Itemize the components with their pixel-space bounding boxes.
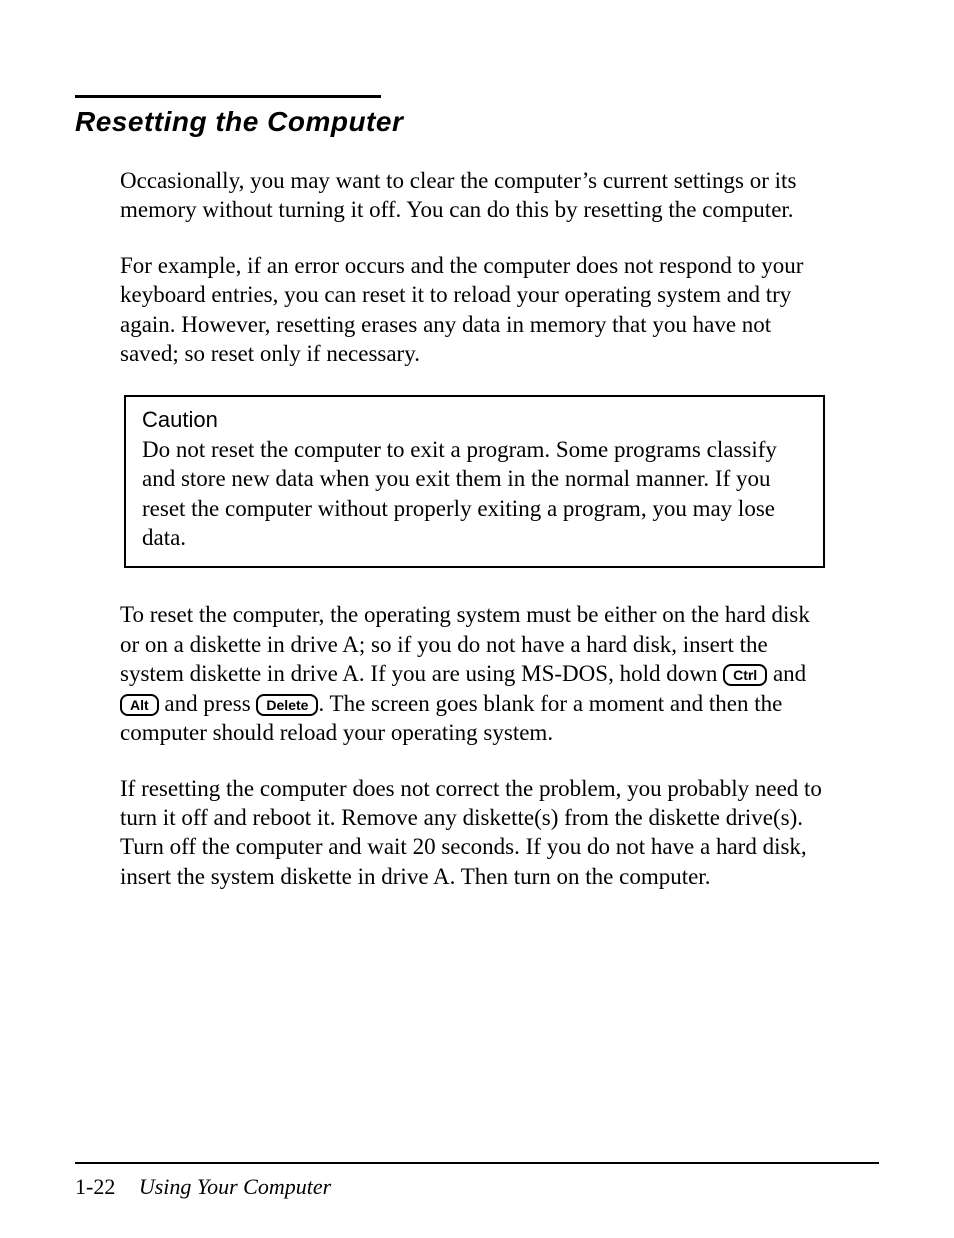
key-delete: Delete xyxy=(256,694,318,716)
caution-text: Do not reset the computer to exit a prog… xyxy=(142,435,807,553)
caution-box: Caution Do not reset the computer to exi… xyxy=(124,395,825,569)
paragraph-2: For example, if an error occurs and the … xyxy=(120,251,829,369)
paragraph-1: Occasionally, you may want to clear the … xyxy=(120,166,829,225)
caution-title: Caution xyxy=(142,407,807,433)
footer-rule xyxy=(75,1162,879,1164)
paragraph-4: If resetting the computer does not corre… xyxy=(120,774,829,892)
heading-rule xyxy=(75,95,381,98)
para3-mid1: and xyxy=(767,661,806,686)
footer-title: Using Your Computer xyxy=(139,1174,331,1199)
para3-mid2: and press xyxy=(159,691,257,716)
key-ctrl: Ctrl xyxy=(723,664,767,686)
paragraph-3: To reset the computer, the operating sys… xyxy=(120,600,829,747)
footer: 1-22 Using Your Computer xyxy=(75,1174,331,1200)
para3-pre: To reset the computer, the operating sys… xyxy=(120,602,810,686)
section-heading: Resetting the Computer xyxy=(75,106,879,138)
key-alt: Alt xyxy=(120,694,159,716)
body: Occasionally, you may want to clear the … xyxy=(120,166,829,891)
page-number: 1-22 xyxy=(75,1174,115,1199)
page: Resetting the Computer Occasionally, you… xyxy=(0,0,954,1238)
